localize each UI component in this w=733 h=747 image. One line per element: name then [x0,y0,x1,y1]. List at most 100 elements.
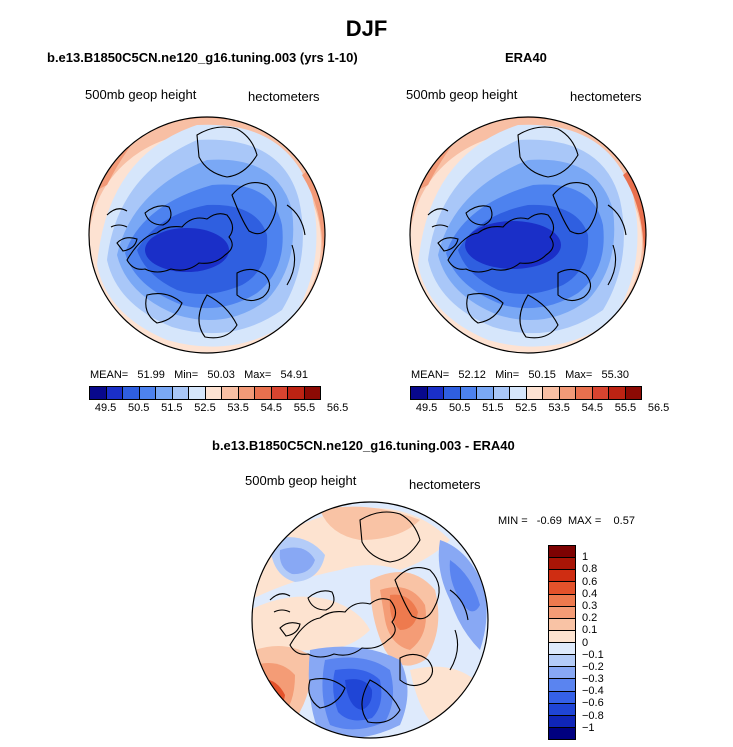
colorbar-swatch [460,387,477,399]
colorbar-tick-label: −0.6 [582,697,604,710]
colorbar-swatch [559,387,576,399]
colorbar-swatch [288,387,305,399]
left-colorbar [89,386,321,400]
colorbar-swatch [549,546,575,559]
right-polar-map [409,116,647,354]
colorbar-swatch [549,667,575,680]
left-variable-label: 500mb geop height [85,87,197,102]
colorbar-swatch [444,387,461,399]
right-panel-title: ERA40 [505,50,547,65]
colorbar-tick-label: 56.5 [326,402,349,414]
colorbar-tick-label: 51.5 [482,402,504,414]
colorbar-swatch [549,570,575,583]
colorbar-tick-label: 0 [582,636,589,649]
colorbar-swatch [304,387,320,399]
colorbar-swatch [549,691,575,704]
colorbar-swatch [477,387,494,399]
colorbar-swatch [106,387,123,399]
colorbar-swatch [543,387,560,399]
colorbar-swatch [549,582,575,595]
diff-variable-label: 500mb geop height [245,473,357,488]
diff-units-label: hectometers [409,477,481,492]
colorbar-tick-label: 53.5 [548,402,570,414]
colorbar-tick-label: 52.5 [194,402,216,414]
right-stats: MEAN= 52.12 Min= 50.15 Max= 55.30 [411,369,629,381]
colorbar-tick-label: −0.3 [582,673,604,686]
colorbar-swatch [549,655,575,668]
colorbar-tick-label: 55.5 [614,402,637,414]
diff-colorbar [548,545,576,740]
colorbar-swatch [549,618,575,631]
left-coastlines [106,126,306,339]
colorbar-swatch [255,387,272,399]
colorbar-swatch [156,387,173,399]
colorbar-tick-label: 54.5 [581,402,603,414]
colorbar-tick-label: 52.5 [515,402,537,414]
left-colorbar-ticks: 49.5 50.5 51.5 52.5 53.5 54.5 55.5 56.5 [89,402,348,416]
colorbar-swatch [90,387,107,399]
colorbar-tick-label: 54.5 [260,402,282,414]
colorbar-swatch [493,387,510,399]
colorbar-tick-label: −0.8 [582,709,604,722]
right-contour-fill [410,117,646,353]
right-map-boundary [409,116,647,354]
colorbar-tick-label: 0.2 [582,612,598,625]
colorbar-swatch [123,387,140,399]
colorbar-swatch [549,558,575,571]
left-map-boundary [88,116,326,354]
colorbar-swatch [549,703,575,716]
diff-coastlines [269,511,469,724]
diff-colorbar-ticks: 1 0.8 0.6 0.4 0.3 0.2 0.1 0 −0.1 −0.2 −0.3 −0.4 −0.6… [582,545,622,740]
colorbar-tick-label: 49.5 [94,402,117,414]
diff-polar-map [251,501,489,739]
colorbar-swatch [549,643,575,656]
right-colorbar-ticks: 49.5 50.5 51.5 52.5 53.5 54.5 55.5 56.5 [410,402,669,416]
colorbar-tick-label: −0.1 [582,648,604,661]
colorbar-swatch [172,387,189,399]
colorbar-tick-label: 49.5 [415,402,438,414]
colorbar-tick-label: 50.5 [448,402,471,414]
colorbar-swatch [549,606,575,619]
colorbar-tick-label: 0.8 [582,563,598,576]
colorbar-swatch [411,387,428,399]
colorbar-tick-label: −1 [582,721,595,734]
colorbar-swatch [592,387,609,399]
colorbar-tick-label: 0.6 [582,575,598,588]
colorbar-tick-label: 51.5 [161,402,183,414]
colorbar-swatch [625,387,641,399]
colorbar-swatch [189,387,206,399]
colorbar-swatch [526,387,543,399]
figure-title: DJF [345,16,388,41]
diff-stats: MIN = -0.69 MAX = 0.57 [498,515,635,527]
colorbar-swatch [549,594,575,607]
colorbar-swatch [549,727,575,739]
right-coastlines [427,126,627,339]
colorbar-tick-label: 56.5 [647,402,670,414]
right-units-label: hectometers [570,89,642,104]
colorbar-swatch [576,387,593,399]
colorbar-tick-label: −0.2 [582,660,604,673]
colorbar-tick-label: 0.4 [582,587,598,600]
diff-contour-fill [252,502,488,738]
left-units-label: hectometers [248,89,320,104]
diff-panel-title: b.e13.B1850C5CN.ne120_g16.tuning.003 - E… [212,438,515,453]
colorbar-swatch [139,387,156,399]
colorbar-swatch [271,387,288,399]
colorbar-swatch [549,715,575,728]
colorbar-tick-label: −0.4 [582,685,604,698]
diff-map-boundary [251,501,489,739]
colorbar-tick-label: 50.5 [127,402,150,414]
colorbar-swatch [510,387,527,399]
left-stats: MEAN= 51.99 Min= 50.03 Max= 54.91 [90,369,308,381]
right-variable-label: 500mb geop height [406,87,518,102]
left-contour-fill [89,117,325,353]
colorbar-swatch [549,679,575,692]
colorbar-tick-label: 0.3 [582,599,598,612]
colorbar-tick-label: 53.5 [227,402,249,414]
left-panel-title: b.e13.B1850C5CN.ne120_g16.tuning.003 (yr… [47,50,358,65]
colorbar-swatch [238,387,255,399]
colorbar-tick-label: 0.1 [582,624,598,637]
colorbar-swatch [549,630,575,643]
colorbar-tick-label: 1 [582,551,589,564]
left-polar-map [88,116,326,354]
